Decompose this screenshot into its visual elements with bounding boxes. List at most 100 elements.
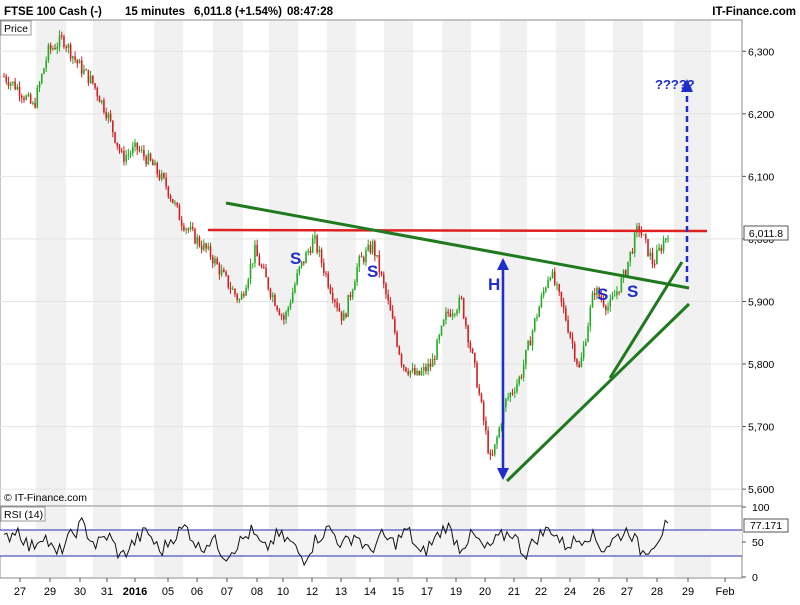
candle-body: [460, 297, 463, 299]
price-panel[interactable]: Price © IT-Finance.com S S H S S ?????: [0, 19, 743, 507]
candle-body: [349, 294, 352, 298]
candle-body: [105, 112, 107, 119]
candle-body: [429, 363, 432, 367]
candle-body: [620, 277, 623, 293]
candle-body: [174, 202, 176, 204]
price-tick-label: 5,800: [748, 359, 774, 371]
candle-body: [198, 237, 201, 246]
candle-body: [587, 326, 589, 342]
shoulder-label-3: S: [597, 285, 608, 304]
candle-body: [609, 299, 612, 307]
candle-body: [316, 235, 318, 253]
candle-body: [551, 271, 554, 278]
candle-body: [256, 244, 258, 257]
candle-body: [147, 153, 150, 165]
candle-body: [638, 226, 640, 232]
candle-body: [511, 392, 514, 394]
candle-body: [178, 205, 181, 221]
instrument-name: FTSE 100 Cash (-): [4, 6, 102, 18]
candle-body: [214, 258, 216, 264]
price-tick-label: 6,200: [748, 109, 774, 121]
candle-body: [360, 256, 363, 258]
shoulder-label-2: S: [367, 262, 378, 281]
support-trendline: [505, 302, 691, 483]
candle-body: [431, 358, 434, 367]
candle-body: [422, 366, 425, 371]
candle-body: [425, 366, 427, 372]
last-change: 6,011.8 (+1.54%): [194, 6, 282, 18]
day-band: [36, 21, 66, 506]
rsi-band-zone: [0, 530, 742, 556]
descending-trendline: [225, 201, 690, 290]
candle-body: [171, 199, 174, 204]
candle-body: [189, 226, 192, 230]
day-band: [93, 21, 121, 506]
candle-body: [23, 97, 25, 100]
rsi-axis: 100 50 0: [742, 502, 770, 584]
interval-label: 15 minutes: [125, 6, 185, 18]
candle-body: [325, 272, 327, 274]
candle-body: [20, 95, 23, 98]
candle-body: [245, 288, 247, 296]
time-tick-label: 10: [277, 586, 289, 598]
time-tick-label: 31: [101, 586, 113, 598]
candle-body: [336, 302, 338, 308]
candle-body: [320, 249, 323, 263]
candle-body: [374, 241, 376, 257]
candle-body: [578, 364, 580, 367]
candle-body: [67, 44, 70, 49]
candle-body: [613, 295, 616, 297]
candle-body: [318, 249, 321, 253]
candle-body: [209, 245, 212, 257]
rsi-panel[interactable]: RSI (14): [0, 505, 743, 579]
time-tick-label: 19: [450, 586, 462, 598]
candle-body: [27, 94, 30, 96]
candle-body: [187, 228, 190, 230]
target-arrow: [681, 79, 693, 282]
price-label-box: Price: [0, 20, 32, 36]
candle-body: [347, 294, 350, 317]
candle-body: [573, 343, 576, 359]
candle-body: [169, 196, 172, 200]
candle-body: [280, 314, 283, 316]
candle-body: [78, 60, 81, 64]
candle-body: [458, 297, 461, 311]
candle-body: [647, 238, 649, 257]
candle-body: [476, 362, 478, 388]
candle-body: [163, 173, 165, 178]
time-tick-label: 17: [421, 586, 433, 598]
rsi-label: RSI (14): [4, 509, 43, 521]
candle-body: [220, 269, 223, 275]
candle-body: [489, 452, 492, 455]
candle-body: [656, 250, 658, 265]
time-tick-label: 27: [14, 586, 26, 598]
candle-body: [134, 142, 136, 147]
candle-body: [351, 290, 354, 298]
candle-body: [556, 284, 558, 286]
candle-body: [540, 295, 543, 307]
candle-body: [14, 81, 16, 90]
candle-body: [533, 318, 536, 331]
candle-body: [258, 256, 261, 266]
candle-body: [5, 76, 8, 82]
candle-body: [225, 272, 227, 276]
candle-body: [438, 335, 441, 340]
candle-body: [527, 340, 529, 350]
candle-body: [298, 266, 301, 274]
candle-body: [56, 46, 59, 50]
candle-body: [600, 295, 603, 300]
candle-body: [616, 291, 618, 296]
candle-body: [229, 287, 232, 290]
time-tick-label: 30: [74, 586, 86, 598]
candle-body: [664, 238, 667, 241]
candle-body: [491, 454, 494, 456]
candle-body: [49, 44, 52, 50]
candle-body: [427, 363, 429, 372]
candle-body: [340, 311, 343, 321]
candle-body: [309, 250, 312, 253]
candle-body: [498, 427, 501, 438]
candle-body: [302, 261, 305, 264]
candle-body: [354, 281, 356, 291]
candle-body: [140, 149, 143, 151]
candle-body: [625, 270, 627, 276]
